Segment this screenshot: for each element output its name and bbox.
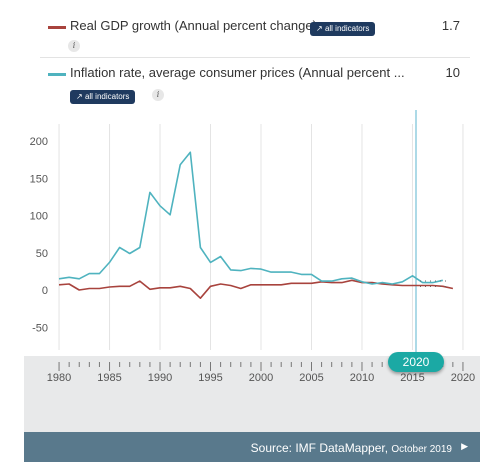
- gdp-value: 1.7: [441, 18, 460, 33]
- gdp-swatch: [48, 26, 66, 29]
- y-tick-label: 0: [42, 285, 48, 297]
- y-tick-label: 100: [30, 211, 48, 223]
- legend-item-gdp[interactable]: Real GDP growth (Annual percent change) …: [40, 8, 470, 58]
- x-tick-label: 1980: [47, 372, 71, 384]
- x-tick-label: 2010: [350, 372, 374, 384]
- selected-year-handle[interactable]: 2020: [388, 352, 444, 372]
- series-line-inflation: [58, 151, 443, 285]
- legend-item-inflation[interactable]: Inflation rate, average consumer prices …: [40, 60, 470, 106]
- gdp-all-indicators-button[interactable]: ↗ all indicators: [310, 22, 376, 36]
- source-text: Source: IMF DataMapper, October 2019: [250, 441, 452, 455]
- inflation-swatch: [48, 73, 66, 76]
- x-tick-label: 1995: [198, 372, 222, 384]
- source-date: October 2019: [391, 444, 452, 455]
- inflation-info-icon[interactable]: i: [152, 89, 164, 101]
- source-footer[interactable]: Source: IMF DataMapper, October 2019 ▶: [24, 432, 480, 462]
- x-tick-label: 1985: [97, 372, 121, 384]
- x-tick-label: 2020: [451, 372, 475, 384]
- inflation-value: 10: [445, 65, 460, 80]
- inflation-all-indicators-button[interactable]: ↗ all indicators: [70, 90, 136, 104]
- inflation-legend-label: Inflation rate, average consumer prices …: [70, 65, 405, 80]
- y-tick-label: -50: [32, 322, 48, 334]
- play-arrow-icon[interactable]: ▶: [461, 441, 468, 451]
- y-tick-label: 150: [30, 173, 48, 185]
- x-tick-label: 2015: [400, 372, 424, 384]
- gdp-all-indicators-label: all indicators: [324, 24, 370, 33]
- series-line-gdp: [58, 279, 454, 299]
- x-tick-label: 2005: [299, 372, 323, 384]
- y-tick-label: 200: [30, 136, 48, 148]
- gdp-legend-label: Real GDP growth (Annual percent change): [70, 18, 317, 33]
- y-tick-label: 50: [36, 248, 48, 260]
- line-chart: 200 150 100 50 0 -50 1980 1985 1990 1995 2000 2005 2…: [30, 110, 475, 384]
- inflation-all-indicators-label: all indicators: [84, 92, 130, 101]
- x-tick-label: 1990: [148, 372, 172, 384]
- gdp-info-icon[interactable]: i: [68, 40, 80, 52]
- x-tick-label: 2000: [249, 372, 273, 384]
- source-label: Source: IMF DataMapper: [250, 441, 385, 455]
